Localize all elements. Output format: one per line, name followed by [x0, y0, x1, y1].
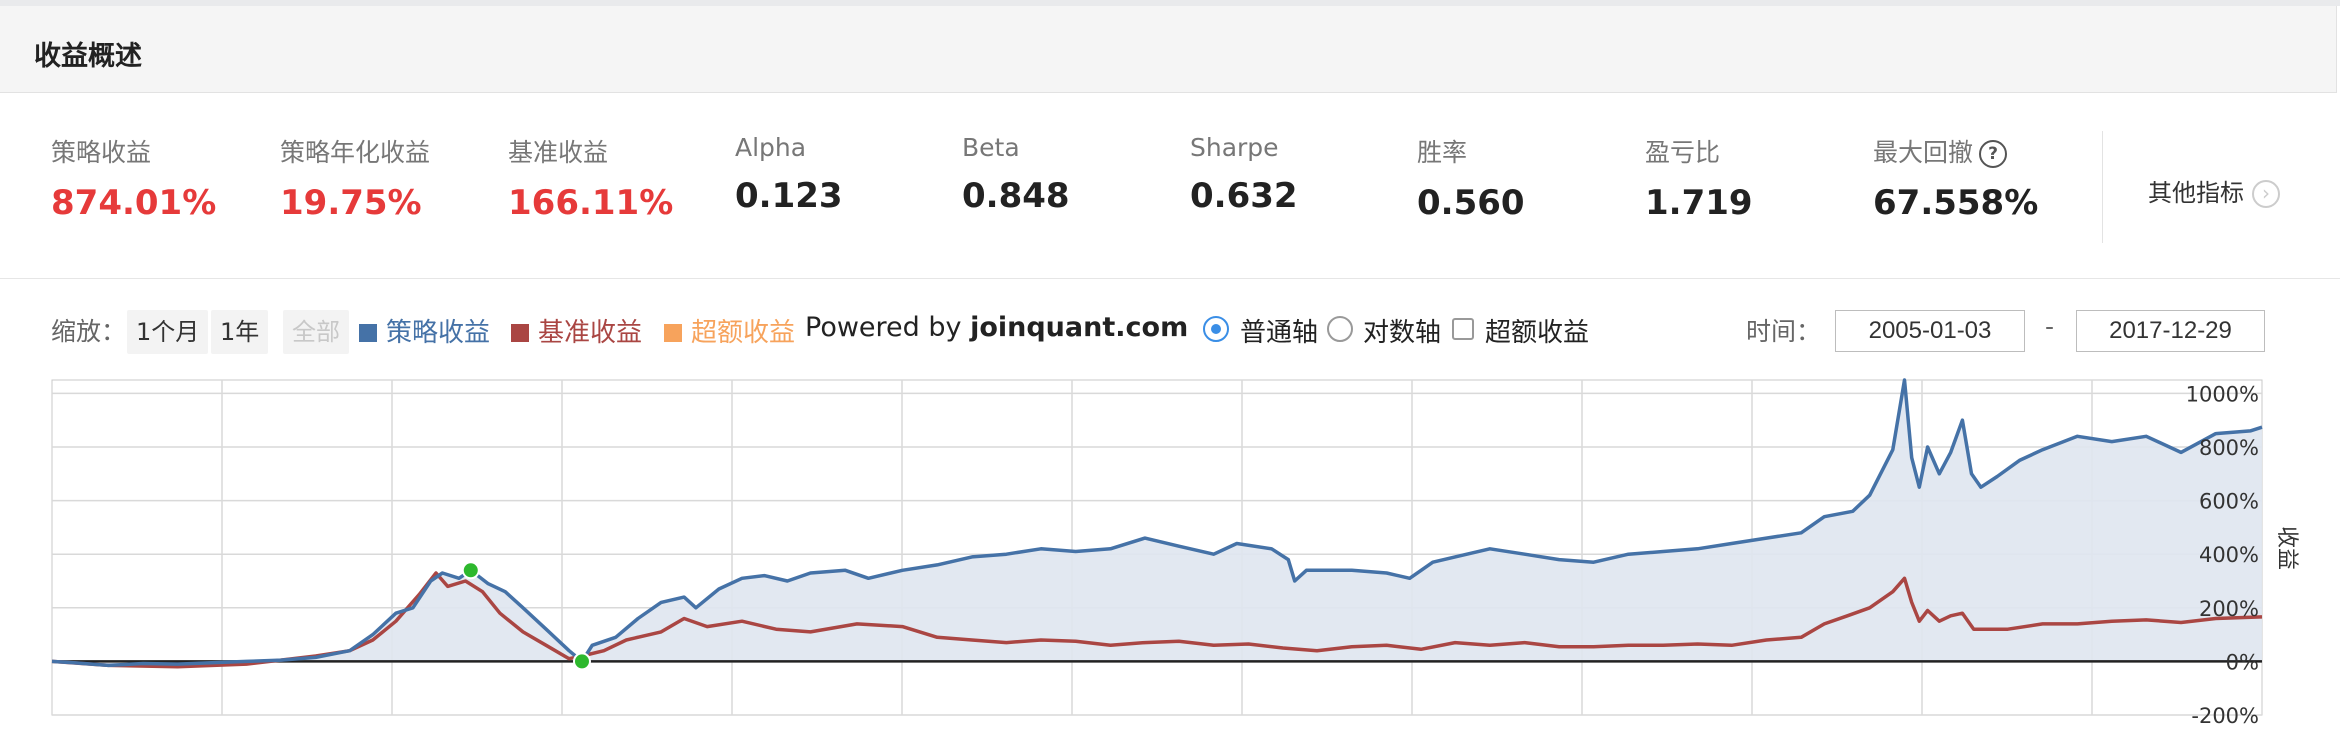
time-label: 时间： — [1746, 317, 1822, 346]
legend-label: 超额收益 — [691, 318, 796, 348]
metric-value: 874.01% — [51, 183, 217, 223]
metric-alpha: Alpha 0.123 — [735, 133, 843, 216]
legend-excess[interactable]: 超额收益 — [664, 312, 795, 349]
log-axis-label: 对数轴 — [1363, 318, 1442, 348]
legend-swatch — [359, 324, 377, 342]
metric-label: Alpha — [735, 133, 807, 162]
start-date-input[interactable] — [1835, 310, 2025, 352]
other-metrics-label: 其他指标 — [2148, 179, 2244, 207]
normal-axis-radio[interactable] — [1203, 316, 1229, 342]
excess-return-label: 超额收益 — [1485, 318, 1590, 348]
metric-label: 最大回撤? — [1873, 133, 2038, 169]
powered-site: joinquant.com — [970, 312, 1189, 343]
metric-value: 166.11% — [508, 183, 674, 223]
metric-value: 0.123 — [735, 176, 843, 216]
metric-win-rate: 胜率 0.560 — [1417, 133, 1525, 223]
metric-label: 策略年化收益 — [280, 138, 431, 167]
powered-prefix: Powered by — [805, 312, 971, 343]
y-tick-label: 800% — [2199, 436, 2259, 460]
y-tick-label: 0% — [2226, 650, 2259, 674]
metric-profit-loss-ratio: 盈亏比 1.719 — [1645, 133, 1753, 223]
excess-return-checkbox[interactable] — [1452, 318, 1474, 340]
metric-value: 0.632 — [1190, 176, 1298, 216]
strategy-line — [51, 378, 2263, 668]
metric-label: 胜率 — [1417, 138, 1468, 167]
legend-label: 策略收益 — [386, 318, 491, 348]
metric-label: Beta — [962, 133, 1020, 162]
metric-benchmark-return: 基准收益 166.11% — [508, 133, 673, 223]
y-axis-label: 收益 — [2274, 526, 2299, 570]
metric-annualized-return: 策略年化收益 19.75% — [280, 133, 430, 223]
drawdown-marker — [572, 652, 591, 671]
metric-label: 策略收益 — [51, 138, 152, 167]
panel-header: 收益概述 — [0, 6, 2337, 93]
panel-title: 收益概述 — [34, 41, 142, 72]
benchmark-line — [51, 571, 2263, 669]
strategy-area — [52, 380, 2262, 666]
zoom-label: 缩放： — [51, 317, 127, 346]
metric-value: 0.848 — [962, 176, 1070, 216]
y-tick-label: 1000% — [2186, 382, 2259, 406]
powered-by: Powered by joinquant.com — [805, 312, 1188, 343]
top-strip — [0, 0, 2340, 6]
chevron-right-circle-icon: › — [2252, 180, 2280, 208]
metric-value: 67.558% — [1873, 183, 2039, 223]
metrics-row: 策略收益 874.01% 策略年化收益 19.75% 基准收益 166.11% … — [0, 93, 2340, 279]
metric-strategy-return: 策略收益 874.01% — [51, 133, 216, 223]
y-tick-label: -200% — [2191, 704, 2259, 728]
other-metrics-link[interactable]: 其他指标 › — [2148, 173, 2280, 208]
legend-label: 基准收益 — [538, 318, 643, 348]
y-tick-label: 600% — [2199, 490, 2259, 514]
metric-label: Sharpe — [1190, 133, 1279, 162]
metric-sharpe: Sharpe 0.632 — [1190, 133, 1298, 216]
drawdown-marker — [461, 561, 480, 580]
metric-value: 0.560 — [1417, 183, 1525, 223]
metrics-divider — [2102, 131, 2103, 243]
metric-label: 基准收益 — [508, 138, 609, 167]
zoom-all-button[interactable]: 全部 — [283, 310, 349, 354]
chart-toolbar: 缩放： 1个月 1年 全部 策略收益 基准收益 超额收益 Powered by … — [0, 300, 2340, 360]
zoom-1-year-button[interactable]: 1年 — [211, 310, 269, 354]
date-separator: - — [2045, 312, 2055, 341]
metric-beta: Beta 0.848 — [962, 133, 1070, 216]
question-circle-icon[interactable]: ? — [1979, 140, 2008, 168]
zoom-1-month-button[interactable]: 1个月 — [127, 310, 209, 354]
metric-value: 19.75% — [280, 183, 422, 223]
return-chart[interactable]: -200% 0% 200% 400% 600% 800% 1000% 收益 — [0, 370, 2340, 742]
y-tick-label: 400% — [2199, 543, 2259, 567]
log-axis-radio[interactable] — [1327, 316, 1353, 342]
series-layer — [51, 378, 2263, 671]
end-date-input[interactable] — [2076, 310, 2265, 352]
legend-benchmark[interactable]: 基准收益 — [511, 312, 642, 349]
legend-swatch — [511, 324, 529, 342]
metric-label: 盈亏比 — [1645, 138, 1721, 167]
metric-value: 1.719 — [1645, 183, 1753, 223]
legend-strategy[interactable]: 策略收益 — [359, 312, 490, 349]
y-tick-label: 200% — [2199, 597, 2259, 621]
y-axis-ticks: -200% 0% 200% 400% 600% 800% 1000% — [2186, 382, 2259, 728]
metric-max-drawdown: 最大回撤? 67.558% — [1873, 133, 2038, 223]
normal-axis-label: 普通轴 — [1240, 318, 1319, 348]
legend-swatch — [664, 324, 682, 342]
metric-label-text: 最大回撤 — [1873, 138, 1974, 167]
